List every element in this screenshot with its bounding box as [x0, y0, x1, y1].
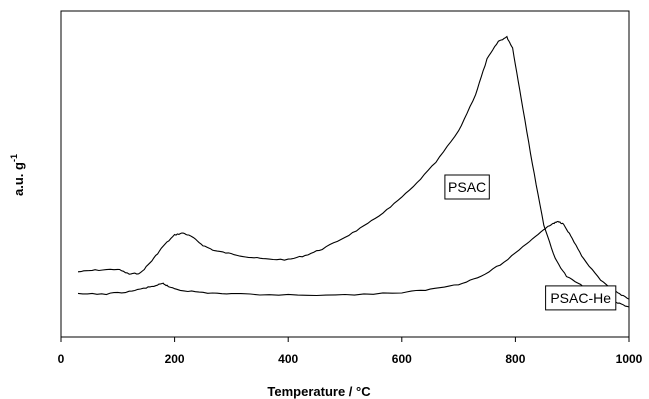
x-tick-label: 400	[278, 352, 298, 366]
series-line-psac-he	[77, 220, 630, 300]
plot-frame	[60, 10, 630, 338]
x-tick-labels: 0 200 400 600 800 1000	[58, 352, 643, 366]
series-line-psac	[77, 35, 630, 308]
legend-box	[444, 174, 490, 200]
series-layer	[77, 35, 630, 308]
legend-label: PSAC-He	[550, 290, 611, 306]
y-axis-title-group: a.u. g-1	[9, 154, 26, 196]
y-axis-title-base: a.u. g	[11, 162, 26, 196]
x-tick-label: 200	[165, 352, 185, 366]
x-tick-label: 0	[58, 352, 65, 366]
legend-label: PSAC	[448, 179, 486, 195]
x-tick-label: 1000	[616, 352, 643, 366]
x-tick-marks	[60, 337, 630, 342]
legend-entry: PSAC-He	[545, 285, 617, 311]
x-tick-label: 600	[392, 352, 412, 366]
x-axis-title: Temperature / °C	[267, 384, 371, 399]
legend-entry: PSAC	[444, 174, 490, 200]
legend-layer: PSAC PSAC-He	[444, 174, 617, 311]
y-axis-title-superscript: -1	[9, 154, 19, 162]
legend-box	[545, 285, 617, 311]
x-tick-label: 800	[505, 352, 525, 366]
y-axis-title: a.u. g-1	[9, 154, 26, 196]
